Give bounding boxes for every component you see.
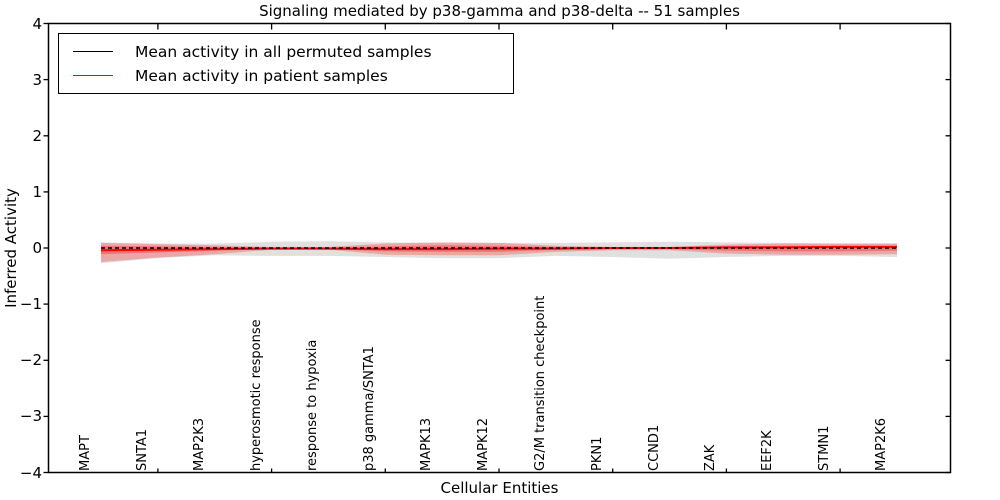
series-line-1	[100, 245, 897, 252]
x-category-label: SNTA1	[134, 428, 150, 471]
legend-entry-permuted: Mean activity in all permuted samples	[73, 43, 513, 61]
legend-label: Mean activity in patient samples	[135, 66, 388, 85]
x-category-label: MAPT	[78, 434, 93, 471]
x-category-label: PKN1	[589, 436, 605, 471]
x-category-label: response to hypoxia	[305, 339, 321, 471]
legend: Mean activity in all permuted samples Me…	[58, 33, 514, 94]
legend-label: Mean activity in all permuted samples	[135, 42, 432, 61]
y-tick-label: 2	[32, 126, 42, 145]
y-tick-label: 1	[32, 182, 42, 201]
x-category-label: STMN1	[817, 425, 833, 471]
x-category-label: MAP2K6	[874, 417, 889, 471]
x-category-label: hyperosmotic response	[248, 318, 264, 471]
x-category-label: MAPK13	[419, 417, 435, 471]
x-category-label: EEF2K	[760, 429, 776, 471]
chart-title: Signaling mediated by p38-gamma and p38-…	[259, 2, 740, 20]
plot-border	[47, 22, 952, 474]
x-axis-label: Cellular Entities	[440, 479, 559, 497]
x-category-label: G2/M transition checkpoint	[532, 295, 548, 471]
y-tick-label: −2	[19, 351, 42, 370]
x-category-label: p38 gamma/SNTA1	[362, 345, 378, 471]
legend-entry-patient: Mean activity in patient samples	[73, 67, 513, 85]
y-tick-label: 0	[32, 239, 42, 257]
x-category-label: MAPK12	[476, 417, 491, 471]
y-tick-label: −3	[19, 407, 42, 426]
x-category-label: MAP2K3	[191, 417, 207, 471]
patient-line-swatch	[73, 75, 113, 76]
x-category-label: CCND1	[646, 424, 662, 471]
y-tick-label: 3	[32, 70, 42, 89]
y-tick-label: 4	[32, 14, 42, 33]
y-tick-label: −4	[19, 463, 42, 482]
permuted-line-swatch	[73, 51, 113, 52]
x-category-label: ZAK	[703, 444, 719, 471]
y-tick-label: −1	[19, 295, 42, 314]
